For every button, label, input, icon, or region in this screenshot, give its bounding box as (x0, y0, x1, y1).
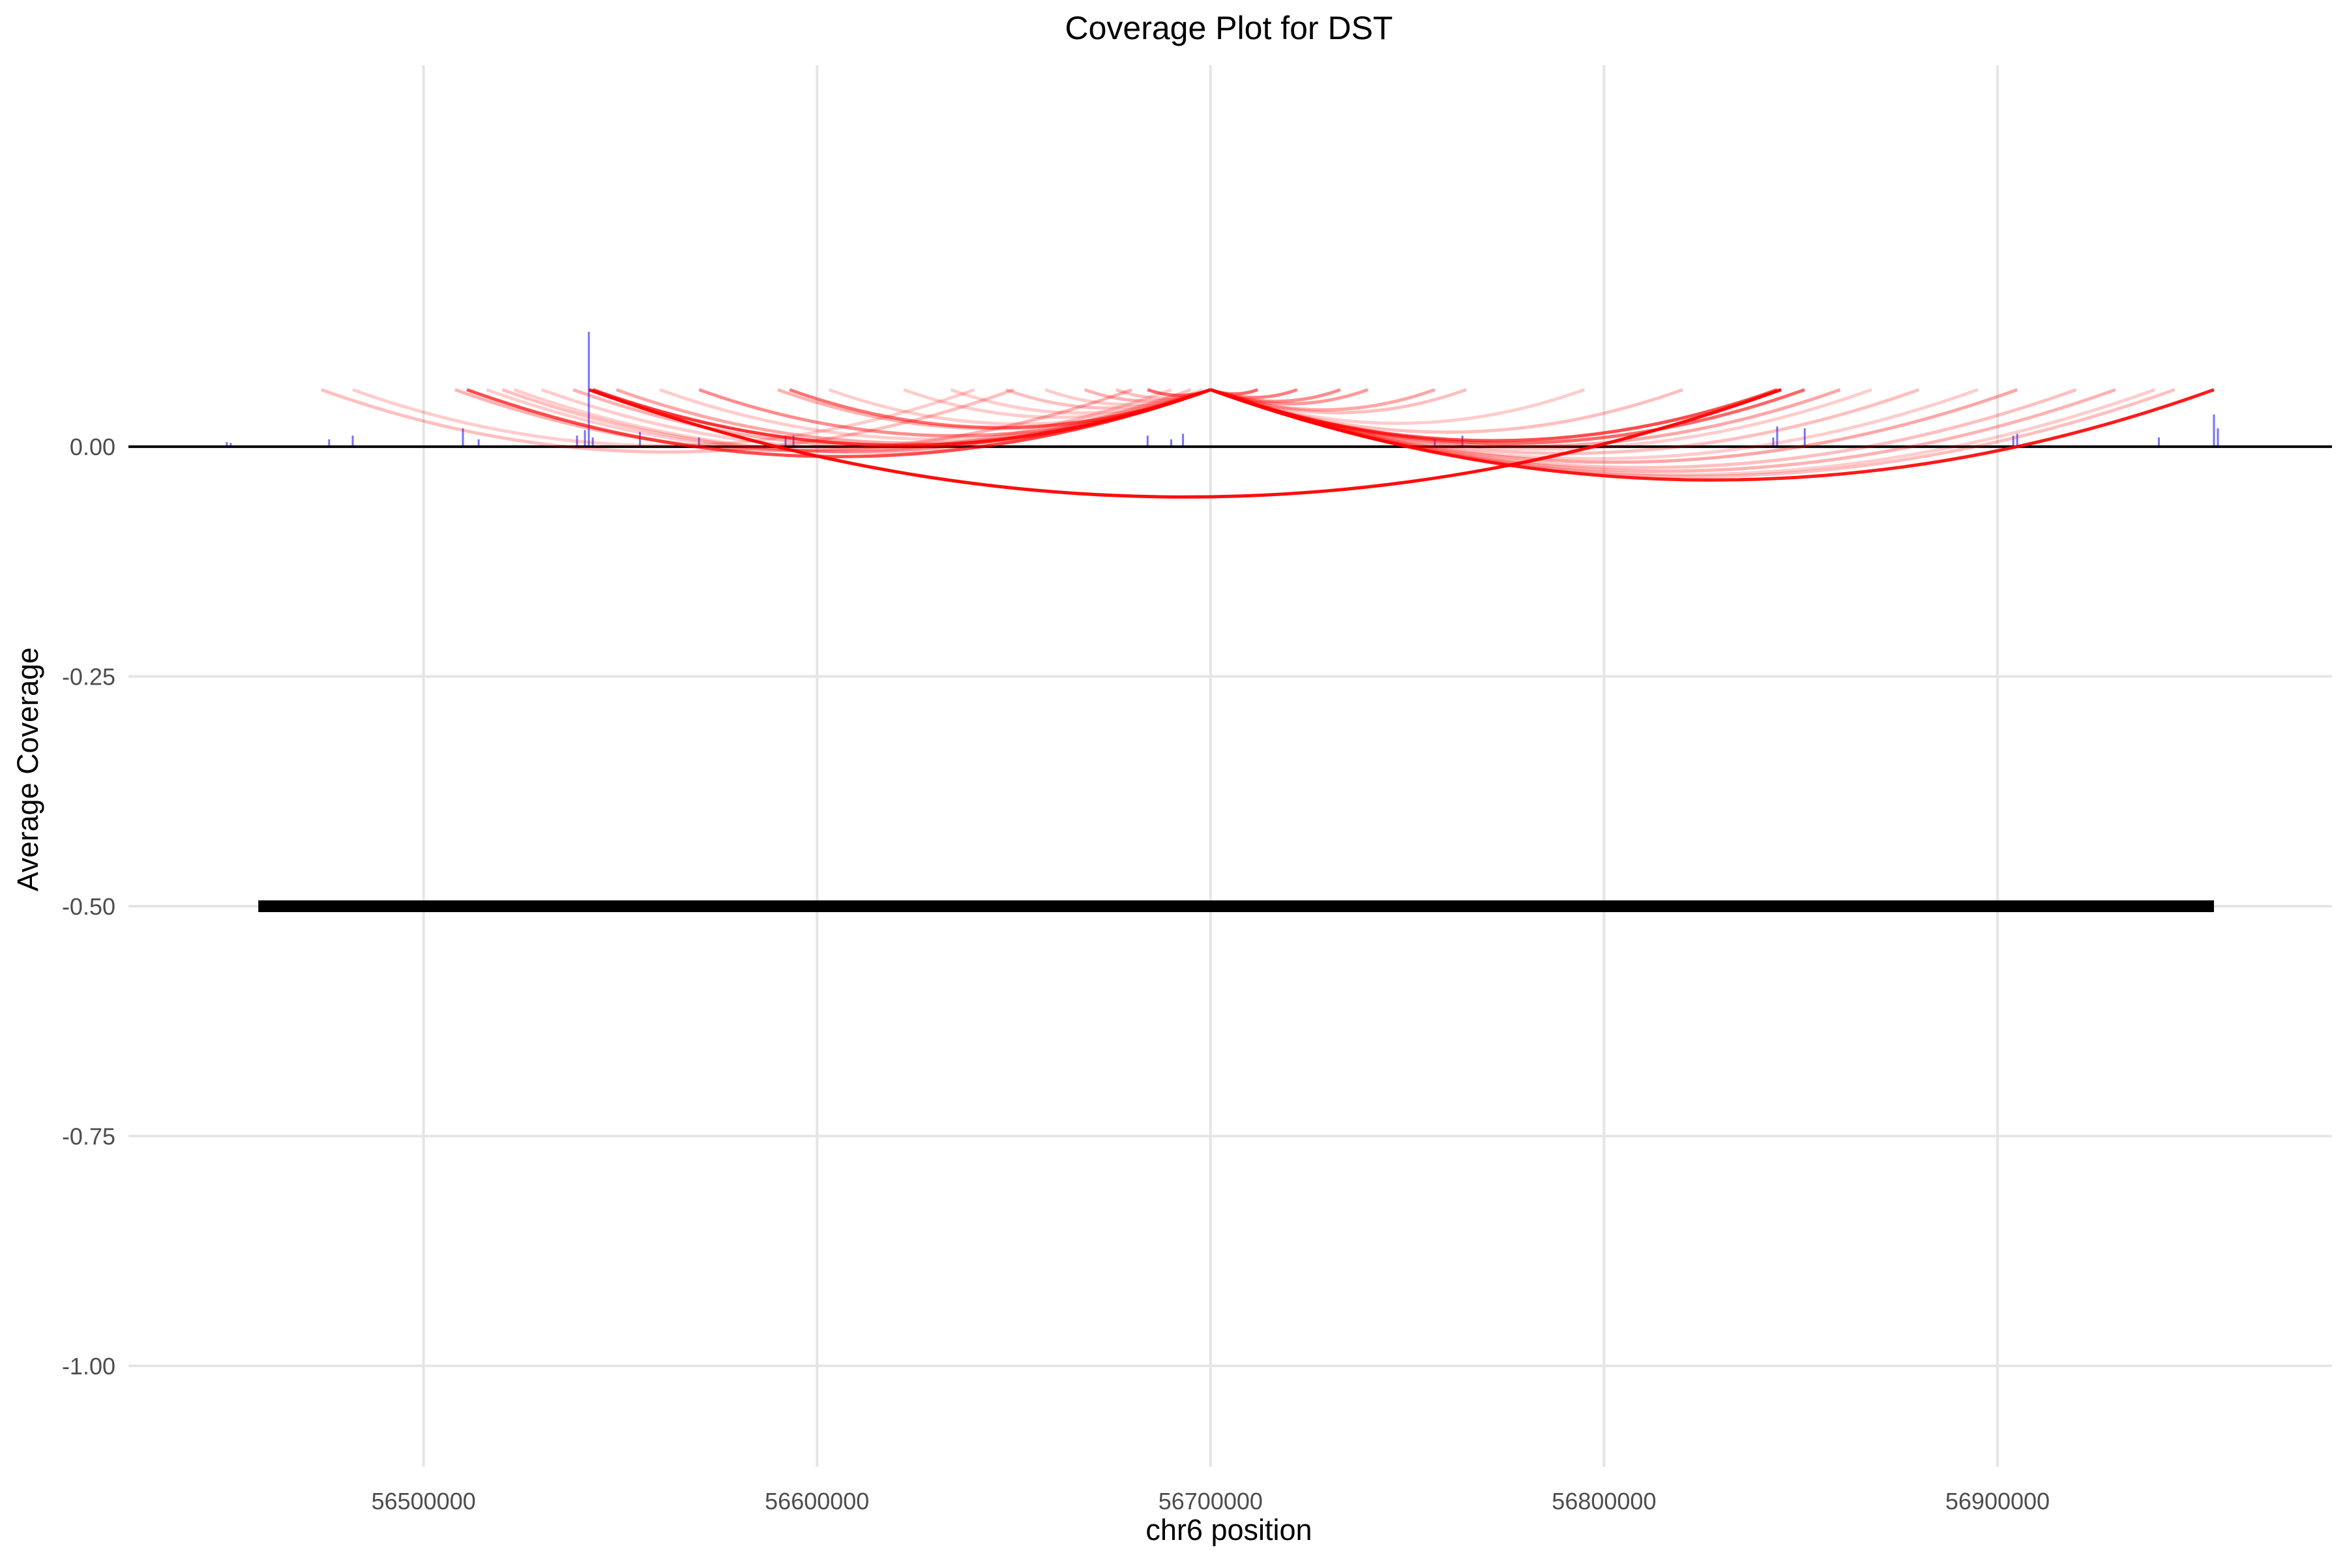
junction-arc (1209, 388, 1683, 434)
junction-arc (1209, 388, 1586, 425)
junction-arc (1209, 388, 2077, 469)
junction-arc (1209, 388, 2116, 473)
tick-labels: 56500000 56600000 56700000 56800000 56900000… (62, 434, 2050, 1515)
junction-arc (950, 388, 1211, 415)
x-tick-label: 56500000 (372, 1488, 476, 1515)
junction-arc (1209, 388, 2176, 479)
junction-arc (1209, 388, 1778, 443)
junction-arc (1209, 388, 2156, 477)
junction-arcs (320, 388, 2215, 499)
y-tick-label: -1.00 (62, 1353, 115, 1380)
x-tick-label: 56900000 (1945, 1488, 2050, 1515)
y-tick-label: -0.50 (62, 893, 115, 920)
junction-arc (1209, 388, 1436, 412)
junction-arc (592, 388, 1211, 447)
junction-arc (1147, 388, 1211, 397)
junction-arc (486, 388, 1172, 453)
junction-arc (1209, 388, 1979, 461)
x-tick-label: 56600000 (765, 1488, 869, 1515)
y-tick-label: -0.25 (62, 664, 115, 690)
x-tick-label: 56700000 (1159, 1488, 1263, 1515)
coverage-layer (226, 331, 2219, 447)
chart-title: Coverage Plot for DST (1065, 10, 1393, 46)
grid-lines (128, 65, 2332, 1467)
y-tick-label: -0.75 (62, 1123, 115, 1149)
y-tick-label: 0.00 (70, 434, 115, 460)
x-axis-label: chr6 position (1145, 1513, 1312, 1546)
junction-arc (828, 388, 1211, 426)
junction-arc (1209, 388, 1259, 396)
junction-arc (1209, 388, 2018, 464)
junction-arc (615, 388, 1211, 445)
junction-arc (588, 388, 1782, 499)
junction-arc (1209, 388, 2215, 482)
x-tick-label: 56800000 (1552, 1488, 1656, 1515)
junction-arc (903, 388, 1211, 419)
junction-arc (1209, 388, 1467, 415)
junction-arc (789, 388, 1211, 430)
y-axis-label: Average Coverage (11, 647, 44, 891)
junction-arc (1005, 388, 1211, 410)
